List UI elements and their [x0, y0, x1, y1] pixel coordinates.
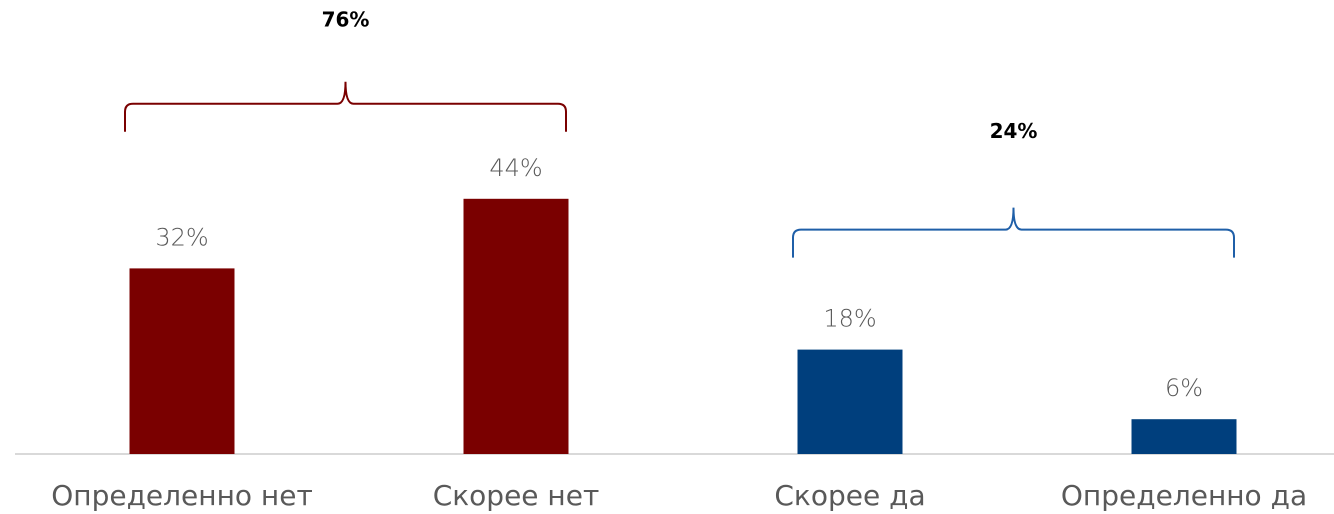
bar — [129, 268, 235, 454]
bar — [463, 198, 569, 454]
bracket — [792, 207, 1235, 258]
category-label: Скорее нет — [433, 479, 600, 512]
value-label: 32% — [155, 223, 208, 251]
bar — [797, 349, 903, 454]
category-label: Скорее да — [774, 479, 925, 512]
value-label: 6% — [1165, 374, 1203, 402]
value-label: 44% — [489, 154, 542, 182]
group-total: 76% — [322, 7, 370, 31]
category-label: Определенно да — [1061, 479, 1307, 512]
bar — [1131, 419, 1237, 454]
bracket — [124, 81, 567, 132]
category-label: Определенно нет — [51, 479, 313, 512]
group-total: 24% — [990, 119, 1038, 143]
value-label: 18% — [823, 305, 876, 333]
